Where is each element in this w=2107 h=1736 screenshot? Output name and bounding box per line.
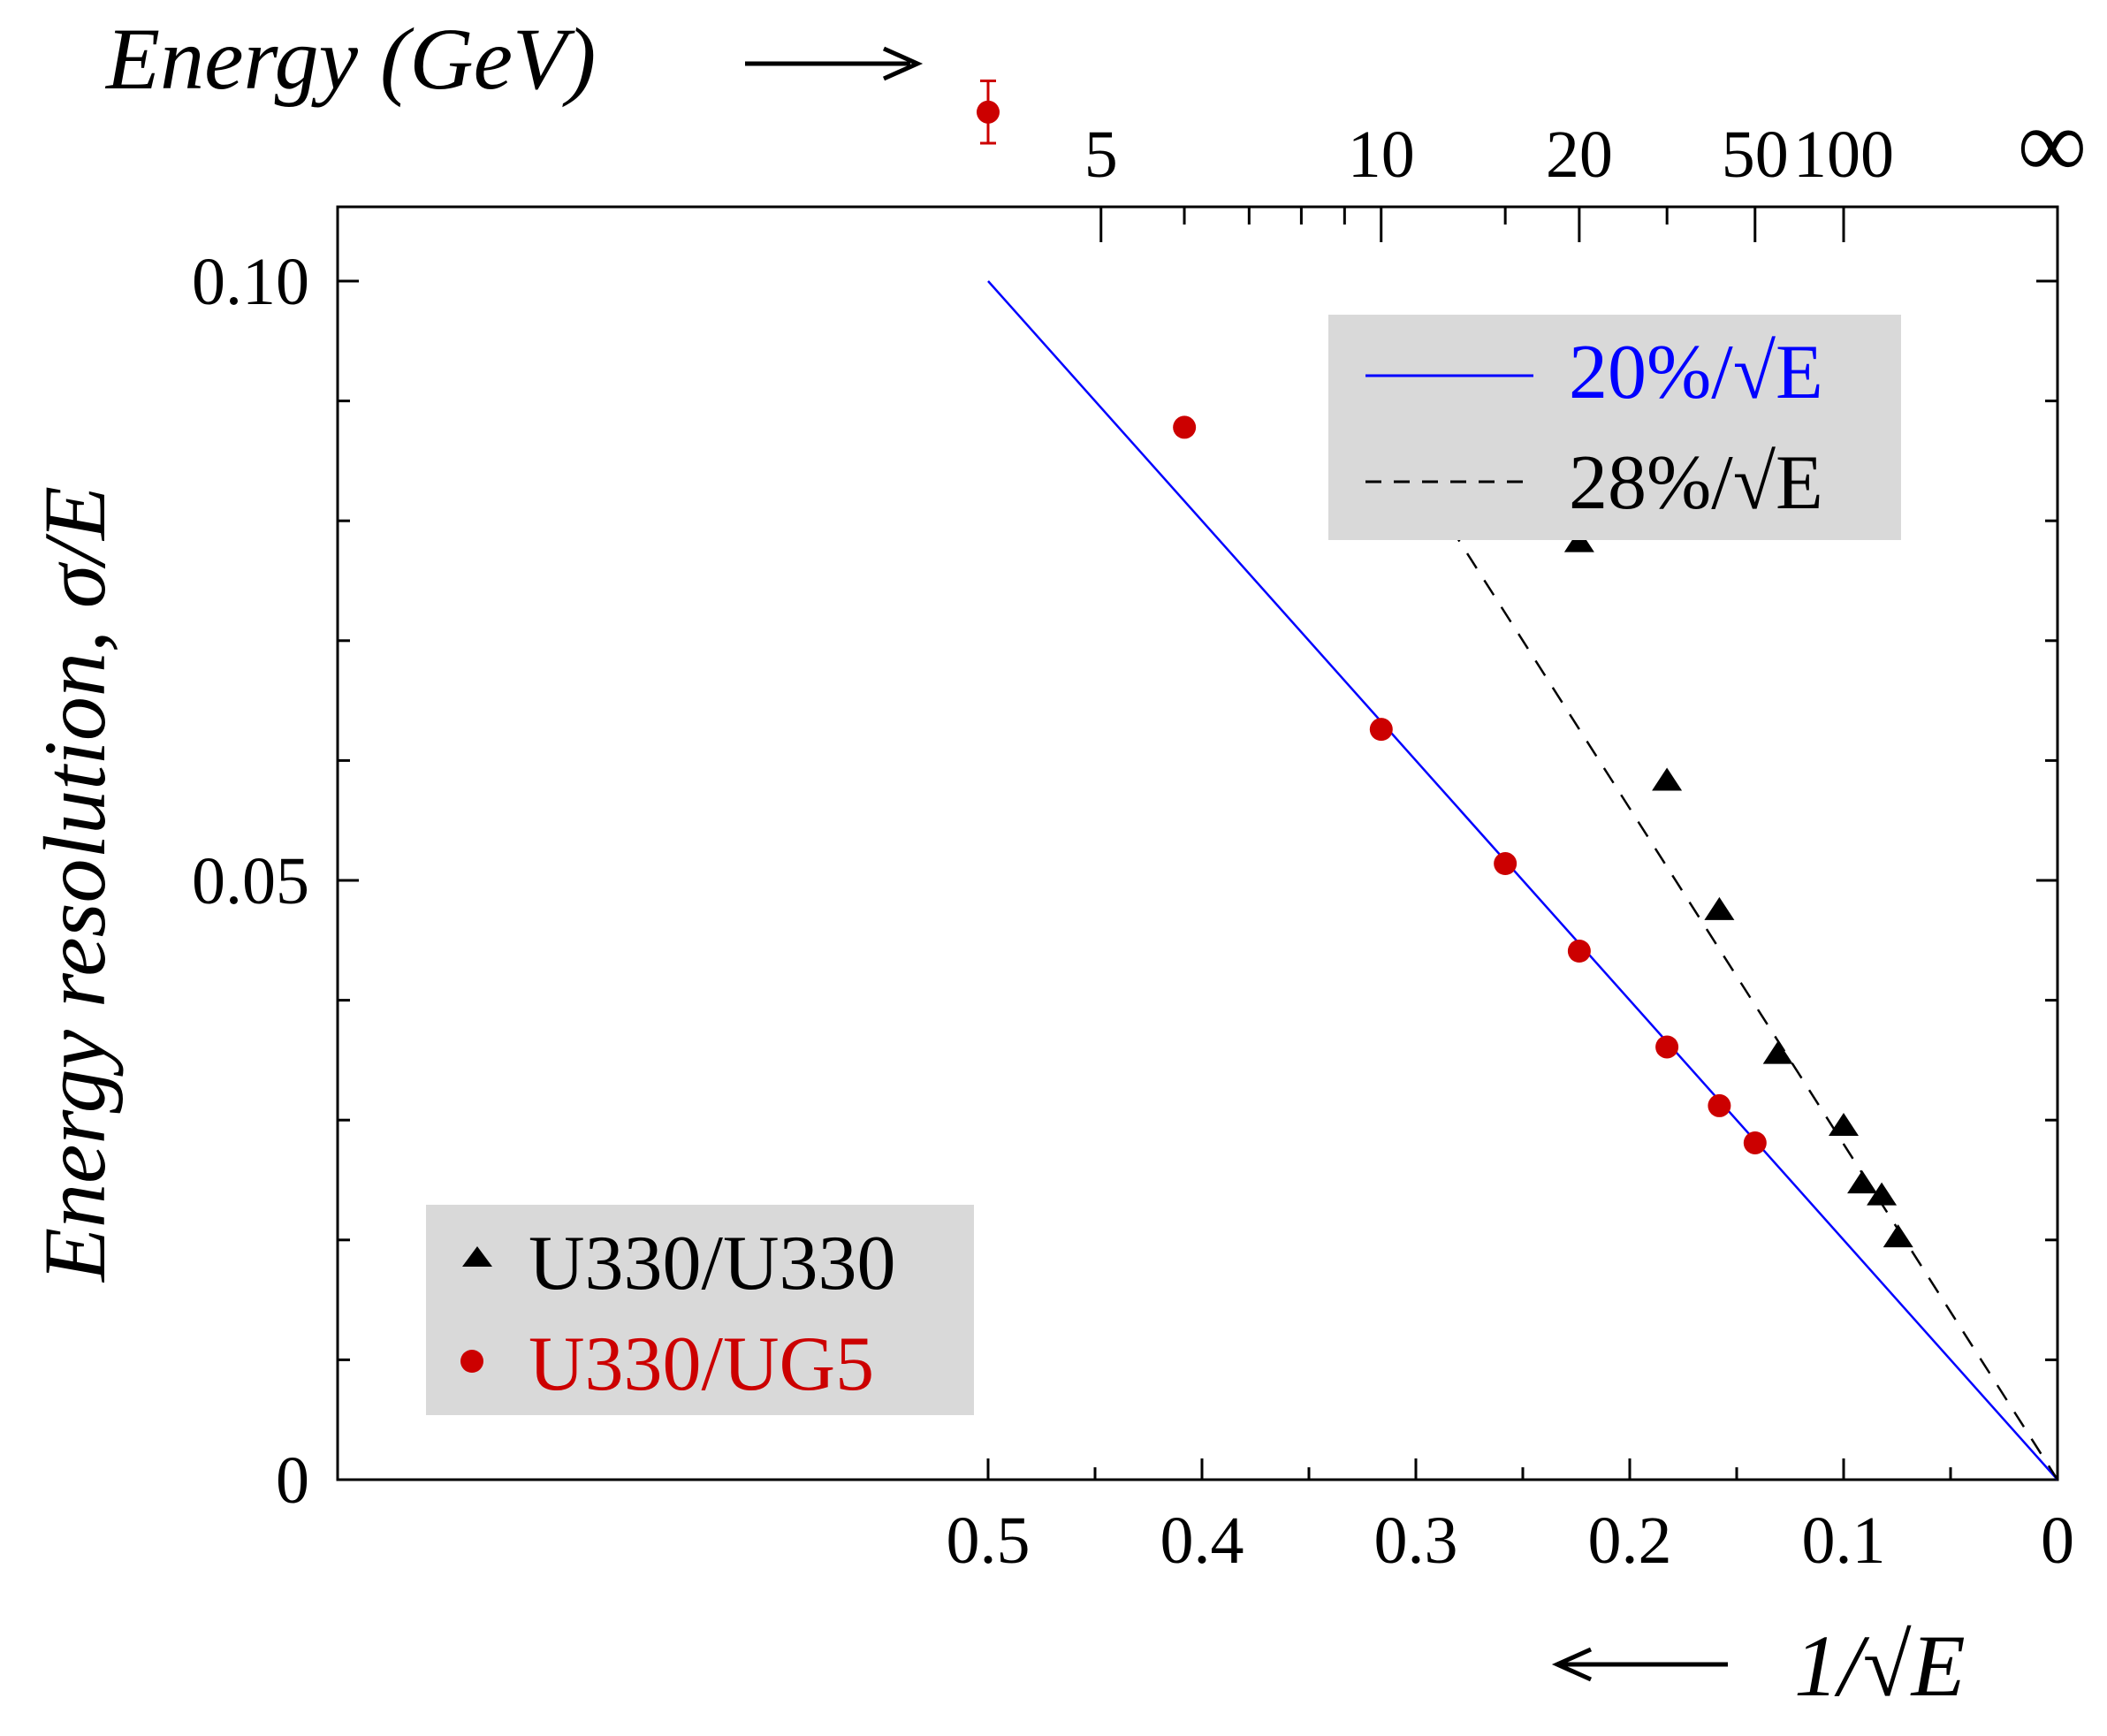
fit-line-28 — [1414, 472, 2059, 1481]
circle-point — [1743, 1131, 1767, 1154]
circle-point — [1567, 940, 1591, 963]
triangle-point — [1847, 1170, 1878, 1194]
top-tick-label: 100 — [1793, 118, 1894, 192]
legend-circle-marker — [460, 1350, 483, 1373]
legend-label-28: 28%/√E — [1569, 440, 1823, 526]
circle-point — [1173, 415, 1197, 439]
triangle-point — [1883, 1224, 1913, 1248]
top-tick-label: 5 — [1084, 118, 1118, 192]
triangle-point — [1563, 529, 1594, 552]
legend-markers-box — [426, 1205, 974, 1415]
x-tick-labels: 0.5 0.4 0.3 0.2 0.1 0 — [947, 1504, 2075, 1578]
data-points — [977, 80, 1913, 1248]
circle-point — [1494, 852, 1517, 876]
top-axis-label: Energy (GeV) — [104, 10, 596, 108]
infinity-tick-label: ∞ — [2018, 90, 2087, 198]
top-axis-arrow — [745, 46, 924, 81]
plot-frame — [336, 205, 2059, 1481]
triangle-point — [1652, 767, 1683, 791]
triangle-point — [1762, 1040, 1793, 1064]
legend-label-ug5: U330/UG5 — [529, 1321, 874, 1407]
x-tick-label: 0.1 — [1802, 1504, 1886, 1578]
legend-lines: 20%/√E 28%/√E — [1328, 315, 1901, 540]
top-tick-label: 20 — [1546, 118, 1613, 192]
x-tick-label: 0.5 — [947, 1504, 1031, 1578]
fit-lines — [987, 280, 2059, 1481]
y-tick-label: 0.10 — [192, 245, 309, 319]
x-tick-label: 0.3 — [1374, 1504, 1458, 1578]
y-tick-labels: 0 0.05 0.10 — [192, 245, 309, 1518]
legend-lines-box — [1328, 315, 1901, 540]
circle-point — [1369, 718, 1393, 742]
x-tick-label: 0.2 — [1588, 1504, 1672, 1578]
legend-label-u330: U330/U330 — [529, 1221, 896, 1306]
triangle-point — [1704, 896, 1735, 920]
axis-ticks — [338, 207, 2059, 1481]
legend-triangle-marker — [462, 1246, 492, 1267]
circle-point — [1708, 1093, 1731, 1117]
fit-line-20 — [987, 280, 2058, 1481]
legend-label-20: 20%/√E — [1569, 330, 1823, 415]
triangle-point — [1829, 1112, 1859, 1136]
top-tick-label: 10 — [1348, 118, 1415, 192]
y-tick-label: 0 — [276, 1443, 309, 1518]
y-axis-label: Energy resolution, σ/E — [26, 486, 124, 1283]
top-tick-labels: 5 10 20 50 100 ∞ — [1084, 90, 2087, 198]
x-axis-arrow — [1551, 1647, 1728, 1682]
x-axis-label: 1/√E — [1794, 1617, 1966, 1715]
triangle-point — [1867, 1182, 1898, 1206]
circle-point — [977, 100, 1000, 124]
top-tick-label: 50 — [1722, 118, 1789, 192]
x-tick-label: 0.4 — [1160, 1504, 1244, 1578]
circle-point — [1655, 1035, 1679, 1059]
x-tick-label: 0 — [2041, 1504, 2074, 1578]
legend-markers: U330/U330 U330/UG5 — [426, 1205, 974, 1415]
y-tick-label: 0.05 — [192, 844, 309, 918]
